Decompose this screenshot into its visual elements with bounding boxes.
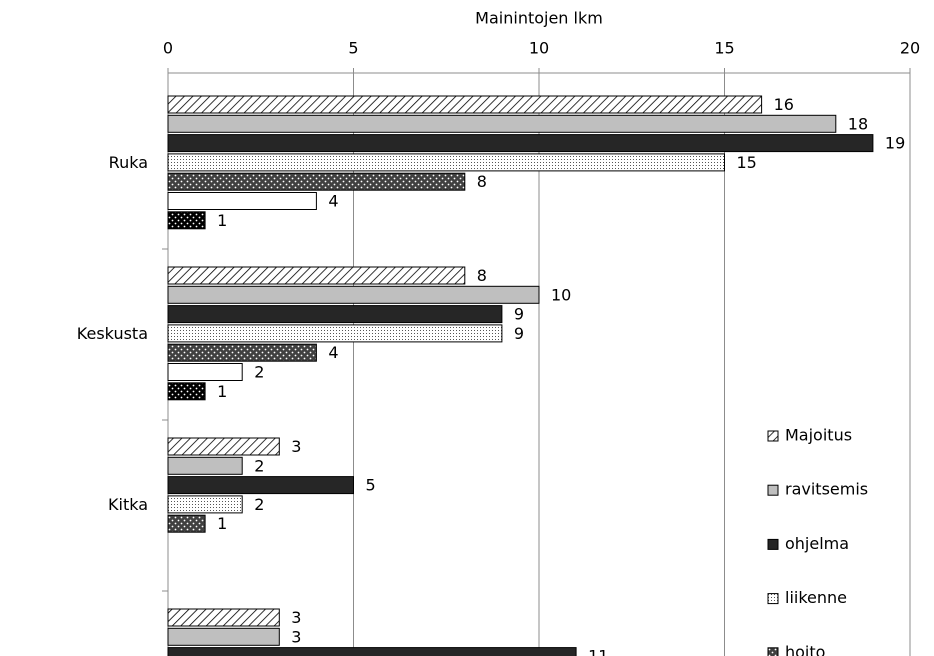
legend-swatch	[767, 647, 779, 656]
y-tick-label: Kitka	[108, 495, 148, 514]
value-label: 2	[254, 456, 264, 475]
legend-swatch	[767, 593, 779, 605]
value-label: 3	[291, 608, 301, 627]
value-label: 2	[254, 363, 264, 382]
bar	[167, 134, 874, 153]
bar	[167, 95, 763, 114]
legend-label: ravitsemis	[785, 480, 868, 499]
bar	[167, 647, 577, 656]
legend-swatch	[767, 538, 779, 550]
bar	[167, 456, 243, 475]
legend-label: ohjelma	[785, 534, 849, 553]
value-label: 4	[328, 192, 338, 211]
legend-label: Majoitus	[785, 426, 852, 445]
bar	[167, 382, 206, 401]
x-tick-label: 0	[163, 39, 173, 58]
bar	[167, 495, 243, 514]
bar	[167, 266, 466, 285]
value-label: 8	[477, 172, 487, 191]
bar	[167, 305, 503, 324]
x-tick-label: 10	[529, 39, 549, 58]
bar	[167, 608, 280, 627]
bar	[167, 476, 354, 495]
value-label: 3	[291, 627, 301, 646]
value-label: 1	[217, 382, 227, 401]
legend-label: liikenne	[785, 588, 847, 607]
bar	[167, 324, 503, 343]
value-label: 2	[254, 495, 264, 514]
legend-swatch	[767, 430, 779, 442]
bar	[167, 627, 280, 646]
bar	[167, 285, 540, 304]
value-label: 19	[885, 134, 905, 153]
y-tick-label: Ruka	[109, 153, 148, 172]
bar	[167, 172, 466, 191]
value-label: 18	[848, 114, 868, 133]
legend-label: hoito	[785, 642, 825, 656]
value-label: 8	[477, 266, 487, 285]
x-tick-label: 20	[900, 39, 920, 58]
bar	[167, 192, 317, 210]
value-label: 3	[291, 437, 301, 456]
value-label: 4	[328, 343, 338, 362]
value-label: 10	[551, 285, 571, 304]
value-label: 16	[774, 95, 794, 114]
value-label: 5	[366, 476, 376, 495]
value-label: 15	[737, 153, 757, 172]
value-label: 1	[217, 514, 227, 533]
x-tick-label: 5	[348, 39, 358, 58]
value-label: 1	[217, 211, 227, 230]
axis-title: Mainintojen lkm	[475, 9, 603, 28]
bar	[167, 211, 206, 230]
bar	[167, 363, 243, 381]
value-label: 11	[588, 647, 608, 656]
bar	[167, 153, 725, 172]
bar	[167, 437, 280, 456]
x-tick-label: 15	[714, 39, 734, 58]
bar	[167, 114, 837, 133]
value-label: 9	[514, 324, 524, 343]
y-tick-label: Keskusta	[77, 324, 148, 343]
bar	[167, 343, 317, 362]
value-label: 9	[514, 305, 524, 324]
legend-swatch	[767, 484, 779, 496]
bar	[167, 514, 206, 533]
